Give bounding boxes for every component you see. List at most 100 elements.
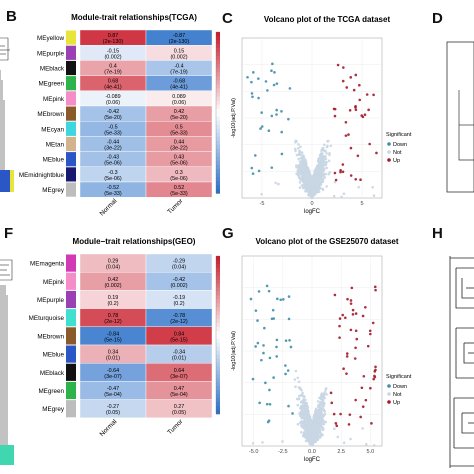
volcano-point [301,175,305,179]
colorbar-segment [216,323,220,328]
legend-title: Significant [386,374,412,380]
volcano-point [264,381,267,385]
volcano-point [306,412,310,415]
heatmap-row-label: MEmagenta [30,261,64,268]
volcano-point [319,183,323,186]
colorbar-segment [216,334,220,340]
volcano-point [303,403,307,407]
heatmap-cell-p: (0.002) [104,283,121,289]
volcano-point [305,187,308,190]
volcano-point [272,83,276,87]
volcano-point [268,356,272,360]
volcano-point [262,351,265,355]
x-tick-label: -5 [260,201,265,207]
volcano-point [333,171,337,175]
volcano-point [336,435,340,439]
volcano-point [354,312,358,315]
heatmap-row-label: MEtan [46,142,65,149]
volcano-point [354,398,357,402]
colorbar-segment [216,177,220,182]
heatmap-cell-r: 0.4 [109,64,117,70]
volcano-point [354,106,357,109]
volcano-point [349,302,353,305]
volcano-point [311,438,314,442]
volcano-point [270,114,274,118]
colorbar-segment [216,291,220,296]
volcano-point [312,440,316,444]
volcano-point [321,187,325,191]
volcano-point [329,391,333,395]
volcano-point [340,195,343,199]
module-color-swatch [66,60,76,76]
heatmap-cell-p: (0.002) [170,283,187,289]
colorbar-segment [216,311,220,316]
colorbar-segment [216,409,220,415]
volcano-point [324,387,328,390]
module-color-swatch [66,309,76,327]
colorbar-segment [216,100,220,106]
heatmap-cell-p: (0.04) [172,265,186,271]
colorbar-segment [216,189,220,194]
volcano-point [304,166,308,170]
volcano-point [288,87,292,90]
volcano-point [293,378,297,381]
module-color-swatch [66,400,76,418]
module-color-swatch [66,381,76,400]
volcano-point [300,388,303,392]
volcano-point [302,177,306,181]
volcano-point [328,151,331,155]
heatmap-cell-p: (0.06) [106,100,120,106]
volcano-point [271,308,275,312]
volcano-point [321,433,324,437]
volcano-point [295,164,298,167]
volcano-point [307,432,311,435]
heatmap-row-label: MEblue [43,352,65,359]
heatmap-cell-p: (5e-06) [104,161,122,167]
colorbar-segment [216,173,220,178]
heatmap-row-label: MEgreen [38,388,64,395]
volcano-point [304,420,308,424]
volcano-point [309,183,312,186]
volcano-point [280,152,284,156]
colorbar-segment [216,382,220,387]
x-tick-label: 5.0 [367,449,375,455]
volcano-point [348,108,352,112]
volcano-point [310,194,314,197]
colorbar-segment [216,160,220,166]
volcano-point [346,297,349,301]
colorbar-segment [216,52,220,57]
module-color-swatch [66,76,76,91]
panel-letter-f: F [4,225,14,242]
volcano-point [297,164,300,168]
volcano-point [305,432,308,436]
volcano-point [308,422,312,425]
heatmap-cell-p: (5e-20) [104,115,122,121]
volcano-point [365,93,369,96]
volcano-point [257,169,261,173]
volcano-point [270,69,273,72]
colorbar-segment [216,315,220,320]
volcano-point [373,370,377,373]
heatmap-cell [145,181,213,198]
volcano-point [297,394,301,398]
volcano-point [256,319,259,322]
volcano-point [351,308,355,312]
volcano-point [260,358,263,362]
colorbar-segment [216,330,220,336]
module-color-swatch [66,30,76,45]
volcano-point [316,405,320,408]
volcano-point [257,77,260,80]
panel-h-dendrogram [449,256,474,468]
volcano-point [289,345,293,349]
heatmap-cell-p: (4e-41) [104,85,122,91]
heatmap-cell-r: 0.27 [174,404,185,410]
volcano-point [317,423,321,427]
volcano-point [256,341,260,345]
heatmap-cell-p: (0.05) [172,410,186,416]
volcano-point [302,427,306,430]
volcano-point [372,194,376,197]
heatmap-cell-p: (4e-41) [170,85,188,91]
volcano-point [313,190,317,194]
volcano-point [353,357,357,360]
heatmap-row-label: MEmidnightblue [19,172,65,179]
